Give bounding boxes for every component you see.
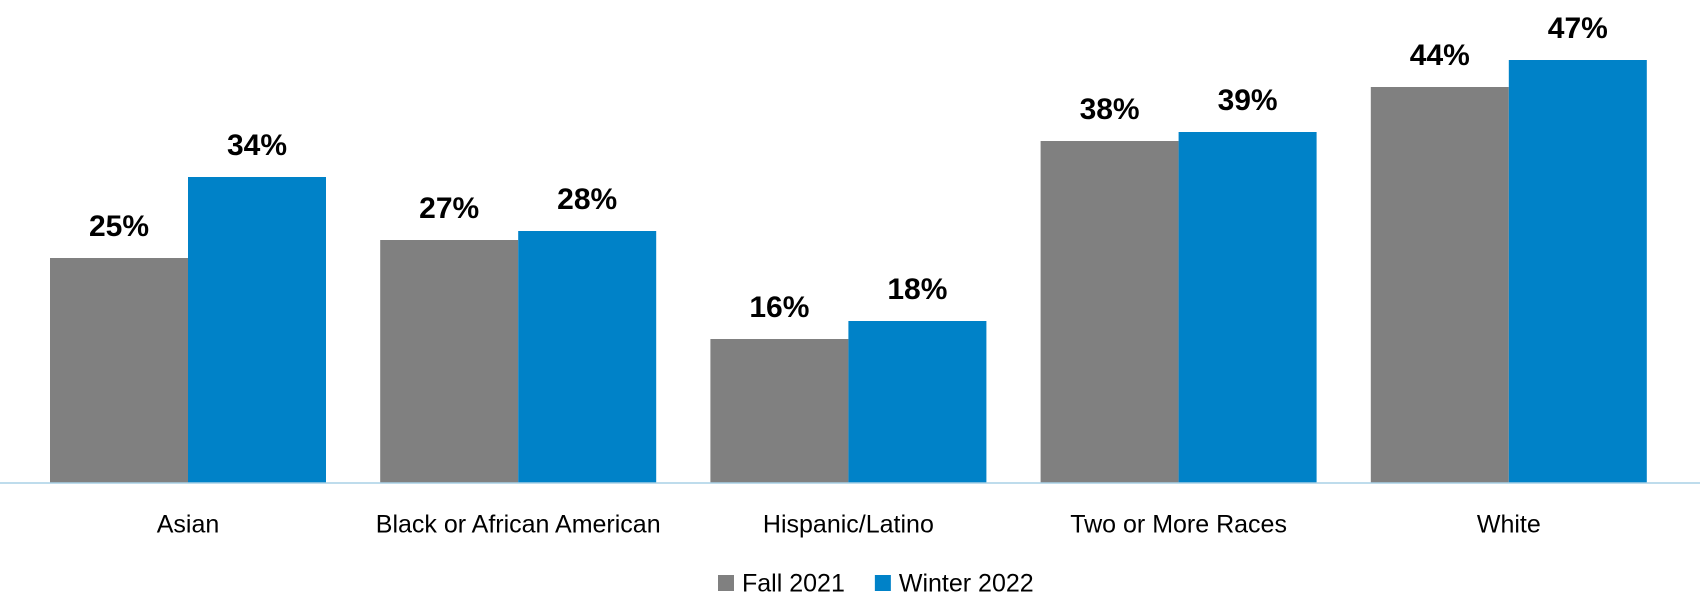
value-label: 18% [887,273,947,306]
value-label: 16% [749,291,809,324]
bar [188,177,326,483]
value-label: 47% [1548,12,1608,45]
bar [1040,141,1179,483]
bar [710,339,849,483]
bar [518,231,657,483]
x-tick-label: Hispanic/Latino [763,511,934,539]
bar [1508,60,1647,483]
value-label: 25% [89,210,149,243]
legend-swatch [874,575,891,591]
value-label: 27% [419,192,479,225]
value-label: 38% [1080,93,1140,126]
bar [380,240,519,483]
value-label: 34% [227,129,287,162]
value-label: 28% [557,183,617,216]
x-tick-label: White [1477,511,1541,539]
legend-swatch [718,575,734,591]
value-label: 44% [1410,39,1470,72]
bar [1178,132,1317,483]
value-label: 39% [1218,84,1278,117]
x-tick-label: Two or More Races [1070,511,1287,539]
bar [50,258,188,483]
x-tick-label: Black or African American [376,511,661,539]
legend-label: Fall 2021 [742,570,845,598]
bar [1370,87,1509,483]
bar [848,321,987,483]
legend-label: Winter 2022 [899,570,1034,598]
x-tick-label: Asian [157,511,220,539]
